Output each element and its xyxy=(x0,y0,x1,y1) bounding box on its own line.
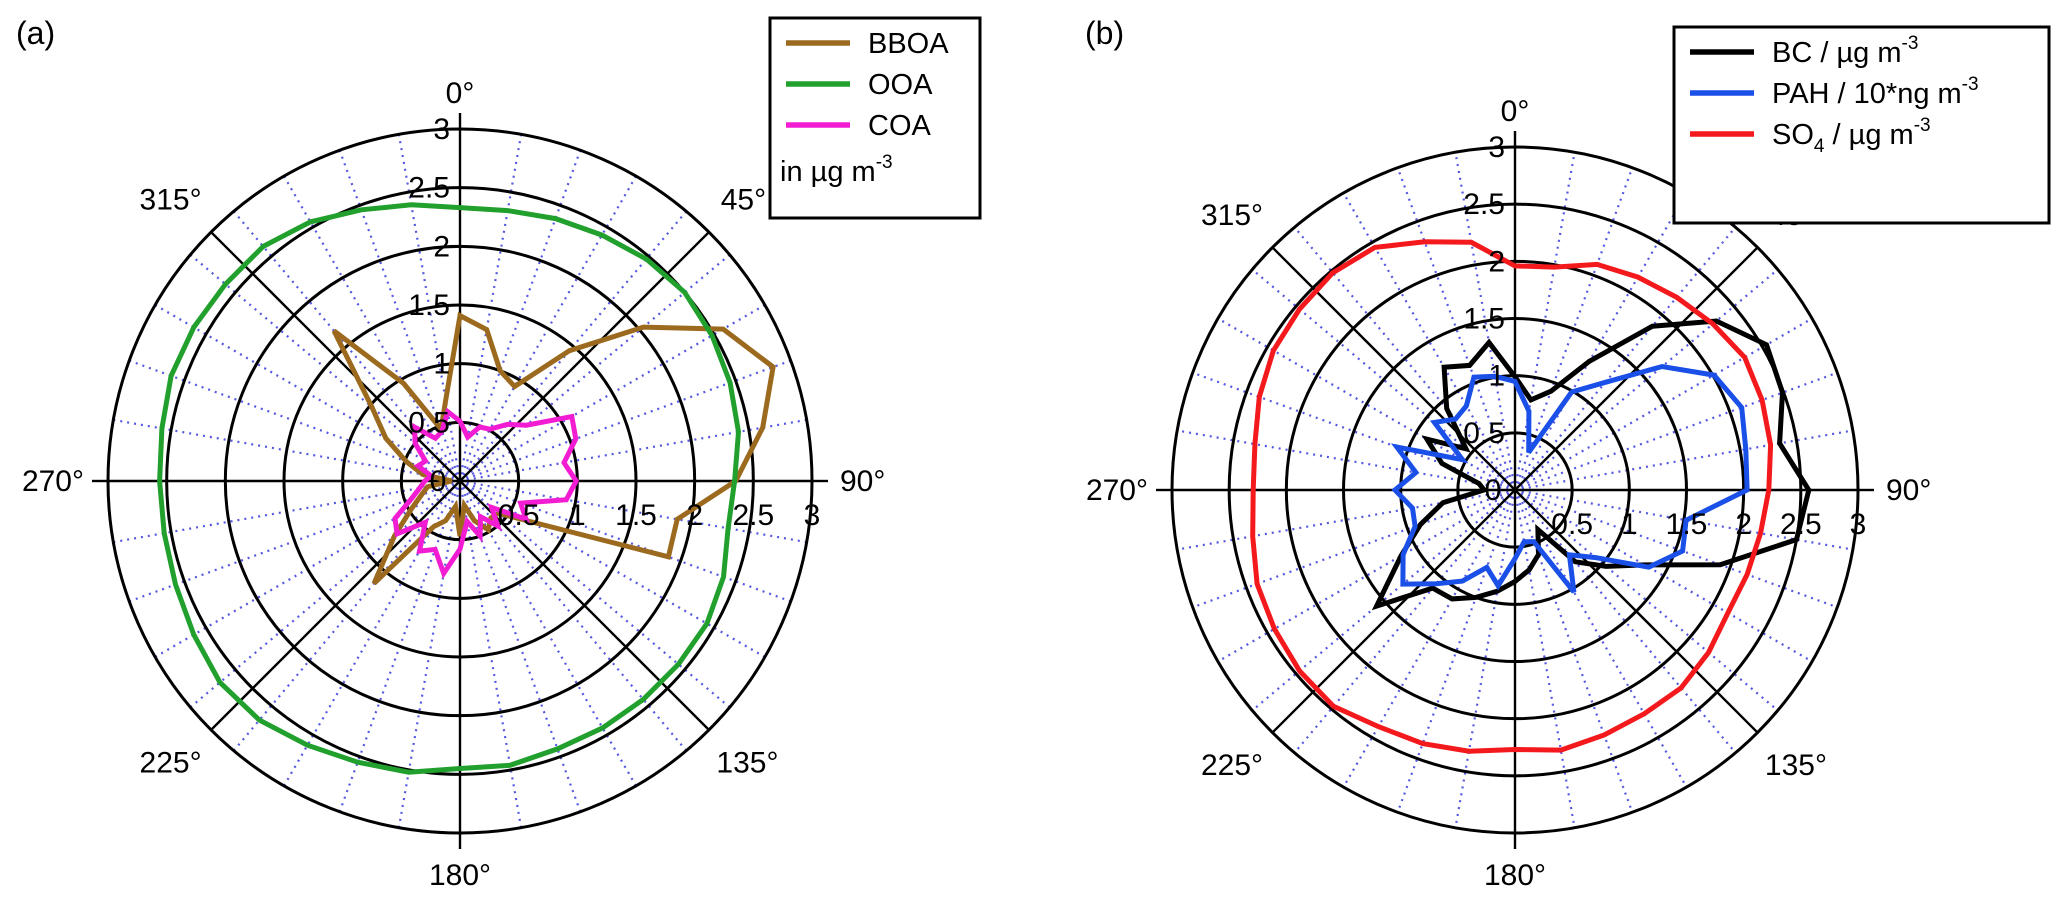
r-tick-label: 0.5 xyxy=(1551,508,1593,541)
legend-entry: BC / µg m-3 xyxy=(1772,33,1918,69)
r-tick-label: 0.5 xyxy=(498,499,540,532)
legend-box xyxy=(1672,25,2051,225)
r-tick-label: 2 xyxy=(1488,245,1505,278)
legend-entry-name: COA xyxy=(868,110,932,142)
r-tick-label: 0 xyxy=(1485,474,1502,507)
r-tick-label: 0.5 xyxy=(1463,417,1505,450)
legend-entry-name: PAH / 10*ng m xyxy=(1772,78,1962,110)
legend-entry-sup: -3 xyxy=(1962,74,1979,95)
r-tick-label: 3 xyxy=(1488,131,1505,164)
direction-label: 90° xyxy=(840,465,885,498)
direction-label: 45° xyxy=(721,184,766,217)
legend-entry-name: BBOA xyxy=(868,28,949,60)
legend-box xyxy=(768,16,982,220)
series-line-bc xyxy=(1371,318,1812,611)
r-tick-label: 2.5 xyxy=(1463,188,1505,221)
grid-ring xyxy=(1342,317,1688,663)
series-line-bboa xyxy=(331,311,776,586)
r-tick-label: 1.5 xyxy=(1463,303,1505,336)
direction-label: 225° xyxy=(140,746,202,779)
direction-label: 135° xyxy=(1765,749,1827,782)
grid-ring xyxy=(223,244,697,718)
legend-entry: COA xyxy=(868,110,932,142)
legend-entry-name: SO xyxy=(1772,119,1814,151)
grid-ring xyxy=(1227,202,1803,778)
direction-label: 90° xyxy=(1886,474,1931,507)
r-tick-label: 2.5 xyxy=(408,172,450,205)
legend-unit-note-sup: -3 xyxy=(876,152,893,173)
series-line-pah xyxy=(1390,363,1750,594)
direction-label: 135° xyxy=(716,746,778,779)
grid-ring xyxy=(165,186,755,776)
legend-entry: SO4 / µg m-3 xyxy=(1772,115,1931,157)
direction-label: 315° xyxy=(1201,199,1263,232)
legend-unit-note: in µg m-3 xyxy=(780,152,893,188)
series-line-ooa xyxy=(157,202,742,775)
r-tick-label: 3 xyxy=(804,499,821,532)
legend-entry-name: OOA xyxy=(868,69,933,101)
r-tick-label: 1 xyxy=(433,348,450,381)
legend-entry-name: BC / µg m xyxy=(1772,37,1902,69)
polar-chart-b: (b)0.511.522.5300.511.522.530°45°90°135°… xyxy=(1085,15,2051,892)
legend-entry-sup: -3 xyxy=(1914,115,1931,136)
direction-label: 180° xyxy=(1484,859,1546,892)
r-tick-label: 0.5 xyxy=(408,406,450,439)
r-tick-label: 1.5 xyxy=(1666,508,1708,541)
r-tick-label: 2.5 xyxy=(732,499,774,532)
direction-label: 315° xyxy=(140,184,202,217)
legend: BBOA OOA COA in µg m-3 xyxy=(768,16,982,220)
legend-entry: OOA xyxy=(868,69,933,101)
direction-label: 270° xyxy=(1086,474,1148,507)
r-tick-label: 1.5 xyxy=(615,499,657,532)
direction-label: 0° xyxy=(446,77,475,110)
legend-entry-sup: -3 xyxy=(1902,33,1919,54)
r-tick-label: 2.5 xyxy=(1780,508,1822,541)
r-tick-label: 1 xyxy=(1488,360,1505,393)
panel-label: (b) xyxy=(1085,15,1124,51)
series-line-so xyxy=(1250,239,1774,754)
r-tick-label: 2 xyxy=(433,230,450,263)
legend-entry: PAH / 10*ng m-3 xyxy=(1772,74,1979,110)
r-tick-label: 0 xyxy=(430,465,447,498)
direction-label: 0° xyxy=(1501,95,1530,128)
legend-entry-suffix: / µg m xyxy=(1824,119,1913,151)
series-line-coa xyxy=(392,407,580,579)
direction-label: 180° xyxy=(429,859,491,892)
panel-label: (a) xyxy=(16,15,55,51)
r-tick-label: 3 xyxy=(1850,508,1867,541)
legend-unit-note-text: in µg m xyxy=(780,156,876,188)
grid-ring xyxy=(1456,431,1574,549)
r-tick-label: 3 xyxy=(433,113,450,146)
grid-ring xyxy=(282,303,638,659)
legend-entry-sub: 4 xyxy=(1814,136,1825,157)
direction-label: 270° xyxy=(22,465,84,498)
r-tick-label: 1.5 xyxy=(408,289,450,322)
r-tick-label: 2 xyxy=(1735,508,1752,541)
direction-label: 225° xyxy=(1201,749,1263,782)
r-tick-label: 1 xyxy=(1621,508,1638,541)
legend-entry: BBOA xyxy=(868,28,949,60)
r-tick-label: 2 xyxy=(686,499,703,532)
r-tick-label: 1 xyxy=(569,499,586,532)
